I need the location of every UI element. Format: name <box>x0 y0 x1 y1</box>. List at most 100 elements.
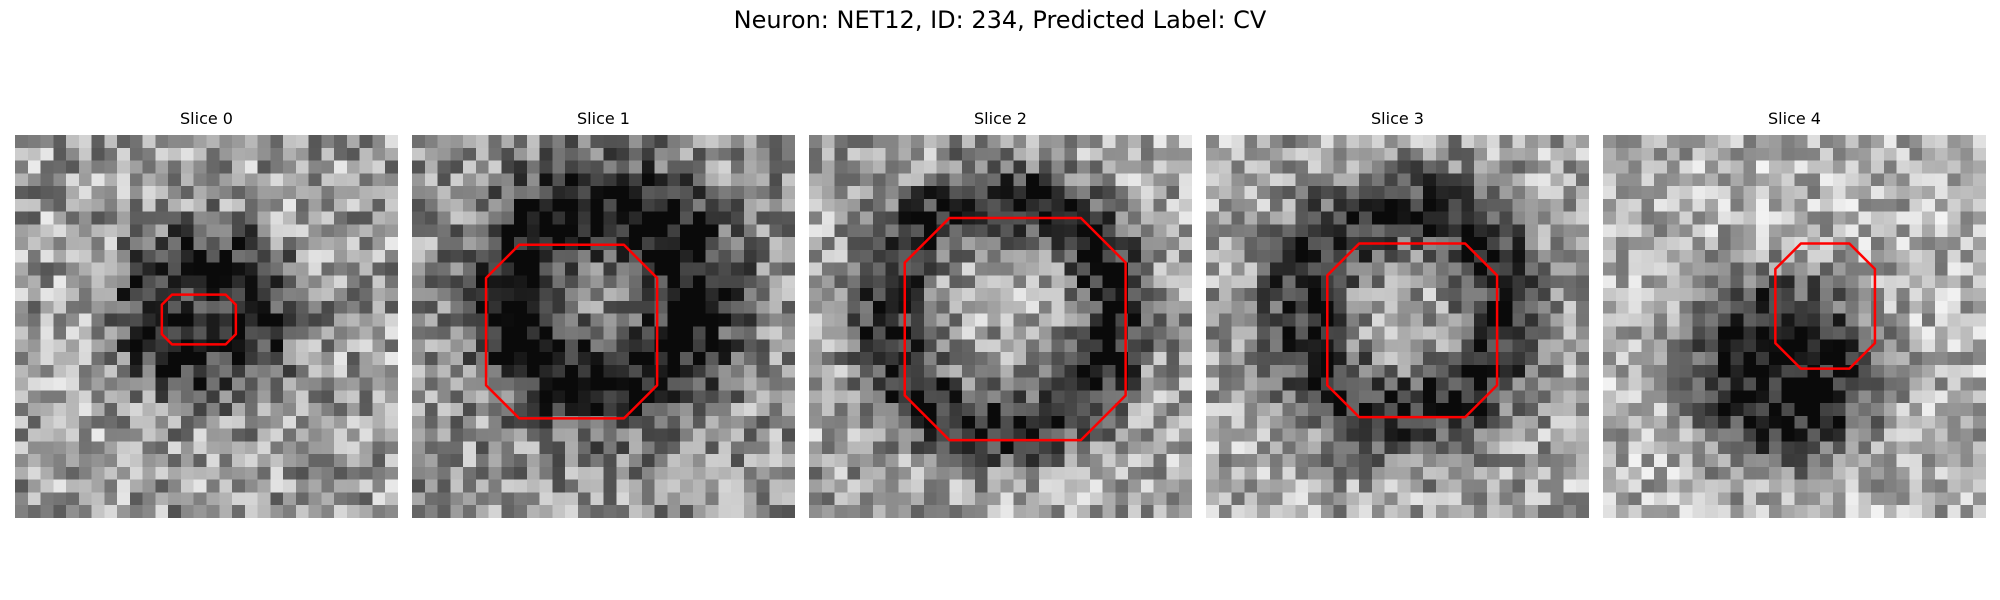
image-pixel <box>1218 160 1233 174</box>
image-pixel <box>911 211 925 225</box>
image-pixel <box>1641 275 1655 289</box>
image-pixel <box>1333 211 1348 225</box>
image-pixel <box>705 326 719 340</box>
image-pixel <box>705 237 719 251</box>
image-pixel <box>936 262 951 277</box>
image-pixel <box>1218 326 1233 340</box>
image-pixel <box>257 466 271 481</box>
image-pixel <box>129 288 144 302</box>
image-pixel <box>1576 326 1589 340</box>
image-pixel <box>1269 492 1284 506</box>
image-pixel <box>1128 237 1142 251</box>
image-pixel <box>308 198 322 213</box>
image-pixel <box>1486 211 1501 225</box>
image-pixel <box>1128 160 1142 174</box>
image-pixel <box>1934 237 1949 251</box>
image-pixel <box>1563 326 1577 340</box>
image-pixel <box>1397 135 1411 149</box>
image-pixel <box>412 288 426 302</box>
image-pixel <box>1794 415 1808 430</box>
image-pixel <box>603 262 617 277</box>
image-pixel <box>974 249 989 264</box>
image-pixel <box>1257 300 1271 315</box>
image-pixel <box>1448 454 1462 468</box>
image-pixel <box>872 428 887 442</box>
image-pixel <box>206 147 220 162</box>
image-pixel <box>1257 135 1271 149</box>
image-pixel <box>1794 275 1808 289</box>
image-pixel <box>1474 390 1488 404</box>
image-pixel <box>1346 441 1360 455</box>
image-pixel <box>1320 173 1335 187</box>
image-pixel <box>1013 135 1027 149</box>
image-pixel <box>1231 492 1245 506</box>
image-pixel <box>168 275 182 289</box>
image-pixel <box>244 211 259 225</box>
image-pixel <box>270 492 284 506</box>
image-pixel <box>1692 147 1706 162</box>
image-pixel <box>155 147 169 162</box>
image-pixel <box>1512 249 1526 264</box>
image-pixel <box>1166 441 1180 455</box>
image-pixel <box>1128 403 1142 417</box>
image-pixel <box>1077 135 1091 149</box>
image-pixel <box>1550 352 1565 366</box>
image-pixel <box>1051 479 1065 494</box>
image-pixel <box>603 466 617 481</box>
image-pixel <box>40 135 54 149</box>
image-pixel <box>1038 505 1053 518</box>
image-pixel <box>1717 339 1732 353</box>
image-pixel <box>1871 198 1885 213</box>
image-pixel <box>1679 160 1693 174</box>
image-pixel <box>1615 479 1630 494</box>
image-pixel <box>1102 479 1116 494</box>
image-pixel <box>526 224 541 238</box>
image-pixel <box>1666 186 1681 200</box>
image-pixel <box>1077 403 1091 417</box>
image-pixel <box>78 505 93 518</box>
image-pixel <box>911 415 925 430</box>
image-pixel <box>962 249 976 264</box>
image-pixel <box>104 454 118 468</box>
image-pixel <box>1206 390 1220 404</box>
image-pixel <box>1089 505 1104 518</box>
image-pixel <box>1615 275 1630 289</box>
image-pixel <box>1410 275 1424 289</box>
image-pixel <box>872 160 887 174</box>
image-pixel <box>1576 339 1589 353</box>
image-pixel <box>91 262 105 277</box>
image-pixel <box>667 403 681 417</box>
image-pixel <box>872 415 887 430</box>
image-pixel <box>1461 454 1475 468</box>
image-pixel <box>1807 352 1821 366</box>
image-pixel <box>168 313 182 328</box>
image-pixel <box>334 339 348 353</box>
image-pixel <box>1064 275 1078 289</box>
image-pixel <box>104 160 118 174</box>
image-pixel <box>769 300 783 315</box>
image-pixel <box>1512 390 1526 404</box>
image-pixel <box>974 135 989 149</box>
image-pixel <box>308 160 322 174</box>
image-pixel <box>680 288 694 302</box>
image-pixel <box>1934 198 1949 213</box>
image-pixel <box>1654 313 1668 328</box>
image-pixel <box>1781 441 1796 455</box>
image-pixel <box>1257 237 1271 251</box>
image-pixel <box>911 466 925 481</box>
image-pixel <box>463 186 477 200</box>
image-pixel <box>270 211 284 225</box>
image-pixel <box>565 403 579 417</box>
image-pixel <box>1474 135 1488 149</box>
image-pixel <box>936 147 951 162</box>
image-pixel <box>424 237 439 251</box>
image-pixel <box>1756 313 1770 328</box>
image-pixel <box>1768 403 1783 417</box>
image-pixel <box>1089 377 1104 391</box>
image-pixel <box>1269 454 1284 468</box>
image-pixel <box>1794 186 1808 200</box>
image-pixel <box>1000 339 1014 353</box>
image-pixel <box>1960 249 1974 264</box>
image-pixel <box>1512 198 1526 213</box>
image-pixel <box>78 313 93 328</box>
